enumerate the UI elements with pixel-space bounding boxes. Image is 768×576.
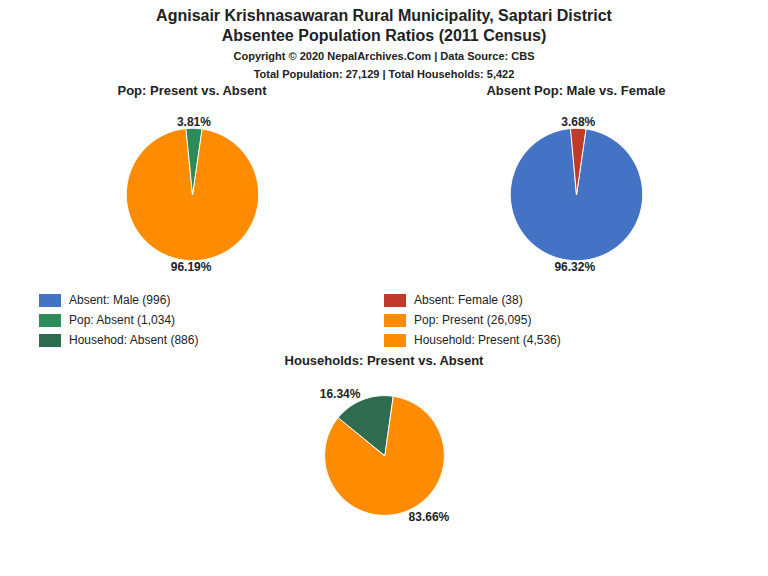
html-text:Absent: Female (38): Absent: Female (38): [414, 293, 523, 307]
html-text:Absent: Male (996): Absent: Male (996): [69, 293, 171, 307]
html-text:Copyright © 2020 NepalArchives: Copyright © 2020 NepalArchives.Com | Dat…: [233, 50, 535, 62]
svg-text:96.19%: 96.19%: [171, 260, 212, 274]
html-text:Agnisair Krishnasawaran Rural: Agnisair Krishnasawaran Rural Municipali…: [156, 7, 612, 24]
svg-text:3.68%: 3.68%: [561, 115, 595, 129]
html-text:Househod: Absent (886): Househod: Absent (886): [69, 333, 199, 347]
svg-text:96.32%: 96.32%: [554, 260, 595, 274]
svg-text:83.66%: 83.66%: [409, 510, 450, 524]
html-text:Household: Present (4,536): Household: Present (4,536): [414, 333, 561, 347]
html-text:Households: Present vs. Absent: Households: Present vs. Absent: [284, 353, 484, 368]
html-text:Pop: Present (26,095): Pop: Present (26,095): [414, 313, 532, 327]
svg-text:3.81%: 3.81%: [177, 115, 211, 129]
html-text:Absentee Population Ratios (20: Absentee Population Ratios (2011 Census): [221, 27, 547, 44]
html-text:Pop: Present vs. Absent: Pop: Present vs. Absent: [117, 83, 267, 98]
html-text:Absent Pop: Male vs. Female: Absent Pop: Male vs. Female: [486, 83, 666, 98]
html-text:Pop: Absent (1,034): Pop: Absent (1,034): [69, 313, 176, 327]
html-text:Total Population: 27,129 | Tot: Total Population: 27,129 | Total Househo…: [253, 68, 515, 80]
svg-text:16.34%: 16.34%: [320, 387, 361, 401]
